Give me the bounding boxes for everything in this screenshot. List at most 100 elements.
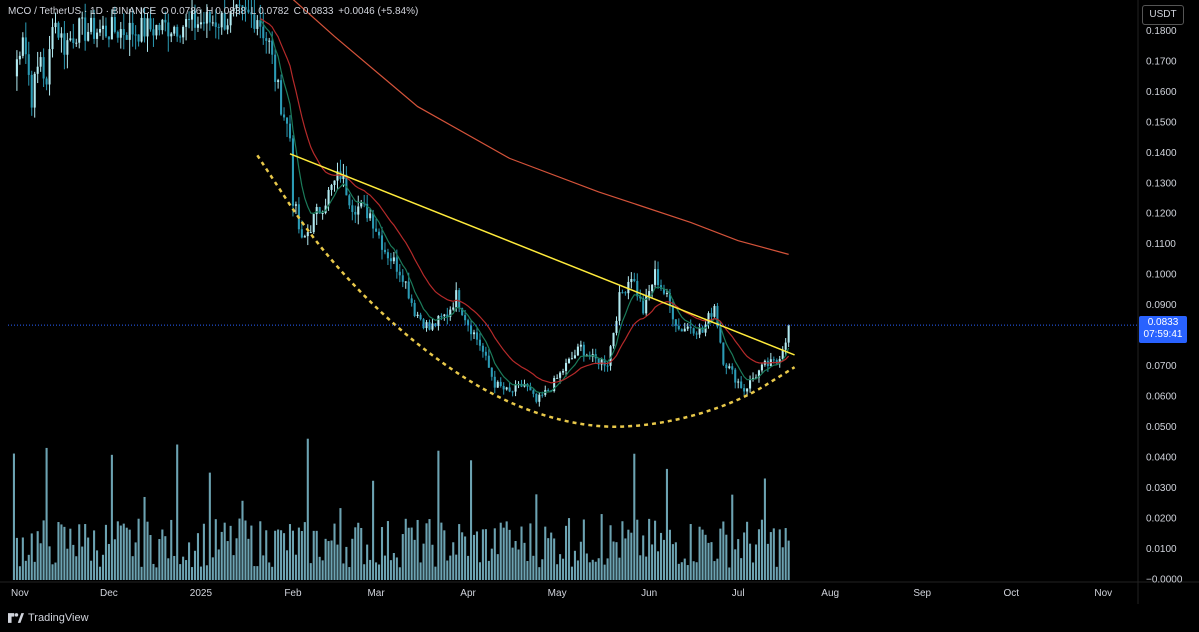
candle-body (731, 366, 734, 370)
volume-bar (677, 563, 680, 580)
candle-body (57, 22, 60, 38)
volume-bar (645, 556, 648, 580)
candle-body (775, 360, 778, 364)
volume-bar (229, 525, 232, 580)
volume-bar (422, 543, 425, 580)
tradingview-logo[interactable]: TradingView (8, 612, 89, 624)
high-value: 0.0838 (215, 6, 246, 17)
volume-bar (609, 525, 612, 580)
volume-bar (294, 554, 297, 580)
candle-body (238, 4, 241, 6)
volume-bar (66, 548, 69, 580)
volume-bar (651, 544, 654, 580)
volume-bar (452, 542, 455, 580)
candle-body (487, 355, 490, 368)
volume-bar (164, 536, 167, 580)
candle-body (401, 275, 404, 282)
candle-body (217, 26, 220, 28)
currency-button[interactable]: USDT (1142, 5, 1184, 25)
volume-bar (354, 527, 357, 580)
volume-bar (18, 566, 21, 580)
volume-bar (585, 553, 588, 580)
volume-bar (173, 555, 176, 580)
candle-body (155, 24, 158, 36)
candle-body (196, 24, 200, 28)
volume-bar (283, 533, 286, 580)
candle-body (149, 18, 152, 30)
volume-bar (704, 534, 707, 580)
volume-bar (716, 558, 719, 580)
candle-body (315, 207, 318, 215)
volume-bar (107, 543, 110, 580)
volume-bar (90, 560, 93, 580)
candle-body (665, 293, 668, 295)
y-tick-label: −0.0000 (1146, 574, 1183, 585)
candle-body (309, 232, 312, 234)
volume-bar (12, 453, 15, 580)
volume-bar (701, 529, 704, 580)
volume-bar (496, 554, 499, 580)
volume-bar (131, 556, 134, 580)
volume-bar (45, 447, 48, 580)
volume-bar (81, 546, 84, 580)
candle-body (633, 279, 636, 282)
candle-body (484, 351, 487, 356)
candle-body (54, 22, 57, 28)
candle-body (93, 17, 96, 39)
volume-bar (152, 563, 155, 580)
volume-bar (277, 529, 280, 580)
x-tick-label: 2025 (190, 588, 213, 599)
candle-body (553, 378, 556, 392)
volume-bar (719, 528, 722, 580)
volume-bar (116, 521, 119, 580)
candle-body (470, 325, 473, 335)
candle-body (671, 305, 674, 320)
volume-bar (594, 561, 597, 580)
candle-body (630, 279, 633, 282)
candle-body (404, 281, 407, 283)
candle-body (39, 57, 42, 67)
candle-body (294, 204, 297, 206)
volume-bar (291, 530, 294, 580)
volume-bar (689, 524, 692, 580)
candle-body (648, 291, 651, 296)
volume-bar (185, 560, 188, 580)
volume-bar (746, 521, 749, 580)
candle-body (75, 42, 78, 44)
volume-bar (526, 561, 529, 580)
candle-body (78, 18, 81, 43)
candle-body (48, 49, 51, 85)
volume-bar (104, 524, 107, 580)
candle-body (167, 22, 170, 37)
candle-body (208, 12, 211, 23)
volume-bar (199, 566, 202, 580)
volume-bar (383, 555, 387, 580)
price-axis[interactable]: 0.1800 0.1700 0.1600 0.1500 0.1400 0.1300 0.12… (1146, 26, 1183, 586)
time-axis[interactable]: Nov Dec 2025 Feb Mar Apr May Jun Jul Aug Sep Oct Nov (11, 588, 1112, 599)
candle-body (532, 390, 535, 394)
volume-bar (407, 527, 410, 580)
descending-trendline (289, 153, 795, 356)
volume-bar (517, 549, 520, 580)
volume-bar (330, 540, 333, 580)
volume-bar (683, 558, 686, 580)
volume-bar (303, 522, 306, 580)
volume-bar (223, 522, 226, 580)
candle-body (514, 384, 517, 392)
candle-body (104, 25, 107, 37)
candle-body (567, 358, 571, 363)
candle-body (122, 29, 125, 36)
volume-bar (633, 453, 636, 580)
volume-bar (419, 562, 422, 580)
candle-body (743, 388, 746, 392)
candle-body (478, 339, 481, 346)
volume-bar (21, 537, 24, 580)
symbol-label[interactable]: MCO / TetherUS · 1D · BINANCE (8, 6, 157, 17)
candle-body (529, 386, 532, 391)
volume-bar (51, 564, 54, 580)
candle-body (256, 20, 259, 29)
volume-bar (312, 530, 315, 580)
volume-bar (57, 522, 60, 580)
